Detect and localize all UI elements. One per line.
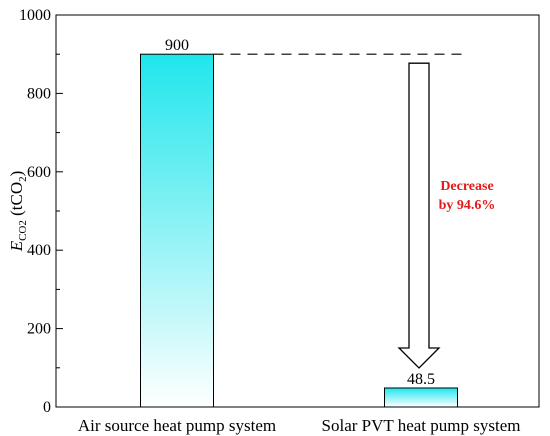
y-axis: 0 200 400 600 800 1000	[19, 7, 63, 416]
y-label-unit-close: )	[7, 171, 26, 177]
bars-group	[140, 53, 458, 408]
y-tick-label: 800	[27, 85, 51, 102]
bar	[140, 53, 214, 408]
y-tick-label: 1000	[19, 7, 51, 24]
annotation-line-1: Decrease	[440, 179, 493, 194]
x-category-label: Solar PVT heat pump system	[322, 416, 521, 435]
labels-group: 900 Air source heat pump system 48.5 Solar …	[78, 37, 521, 435]
bar-value-label: 900	[165, 37, 189, 54]
y-label-subscript: CO2	[17, 220, 29, 241]
y-label-unit-open: (tCO	[7, 182, 26, 220]
y-label-main: E	[7, 240, 26, 252]
y-label-unit-subscript: 2	[17, 176, 29, 182]
y-tick-label: 400	[27, 242, 51, 259]
decrease-arrow	[397, 62, 441, 369]
bar-value-label: 48.5	[407, 371, 435, 388]
y-axis-label: ECO2 (tCO2)	[7, 171, 29, 253]
annotation-line-2: by 94.6%	[439, 198, 496, 213]
y-tick-label: 200	[27, 321, 51, 338]
x-category-label: Air source heat pump system	[78, 416, 276, 435]
bar	[384, 387, 458, 408]
y-tick-label: 0	[43, 399, 51, 416]
y-tick-label: 600	[27, 164, 51, 181]
